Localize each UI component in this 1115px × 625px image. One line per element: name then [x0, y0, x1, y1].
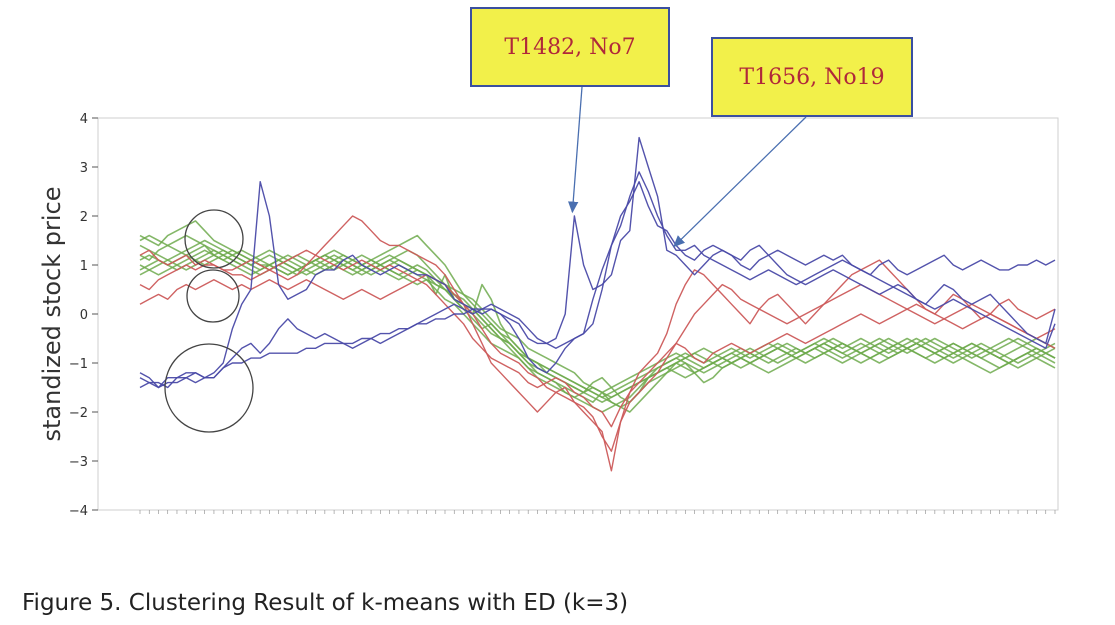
y-tick-label: −1: [69, 357, 88, 372]
figure-caption: Figure 5. Clustering Result of k-means w…: [22, 590, 629, 616]
y-tick-label: −3: [69, 455, 88, 470]
x-axis-ticks: [139, 510, 1056, 514]
chart: 4 3 2 1 0 −1 −2 −3 −4 standized stock price: [38, 86, 1059, 519]
y-axis-ticks: 4 3 2 1 0 −1 −2 −3 −4: [69, 112, 98, 519]
y-tick-label: 1: [80, 259, 88, 274]
series-line-blue: [139, 180, 1056, 389]
cluster-circle-red: [186, 269, 240, 323]
series-line-green: [139, 249, 1056, 413]
y-tick-label: 3: [80, 161, 88, 176]
cluster-circle-green: [184, 209, 244, 269]
series-line-red: [139, 274, 1056, 452]
y-tick-label: 0: [80, 308, 88, 323]
series-line-blue: [139, 171, 1056, 389]
annotation-label-t1656: T1656, No19: [739, 64, 885, 90]
y-tick-label: 2: [80, 210, 88, 225]
y-tick-label: −2: [69, 406, 88, 421]
y-tick-label: 4: [80, 112, 88, 127]
series-line-red: [139, 249, 1056, 428]
annotation-arrow: [673, 116, 807, 248]
cluster-circle-blue: [164, 343, 254, 433]
annotation-box-t1482: T1482, No7: [470, 7, 670, 87]
annotation-label-t1482: T1482, No7: [504, 34, 636, 60]
series-line-green: [139, 239, 1056, 399]
series-line-blue: [139, 136, 1056, 389]
annotation-arrows: [568, 86, 807, 248]
cluster-highlight-circles: [164, 209, 254, 433]
series-layer: [139, 136, 1056, 472]
annotation-arrow: [568, 86, 583, 214]
y-axis-label: standized stock price: [38, 186, 66, 441]
y-tick-label: −4: [69, 504, 88, 519]
plot-frame: [97, 117, 1059, 511]
annotation-box-t1656: T1656, No19: [711, 37, 913, 117]
